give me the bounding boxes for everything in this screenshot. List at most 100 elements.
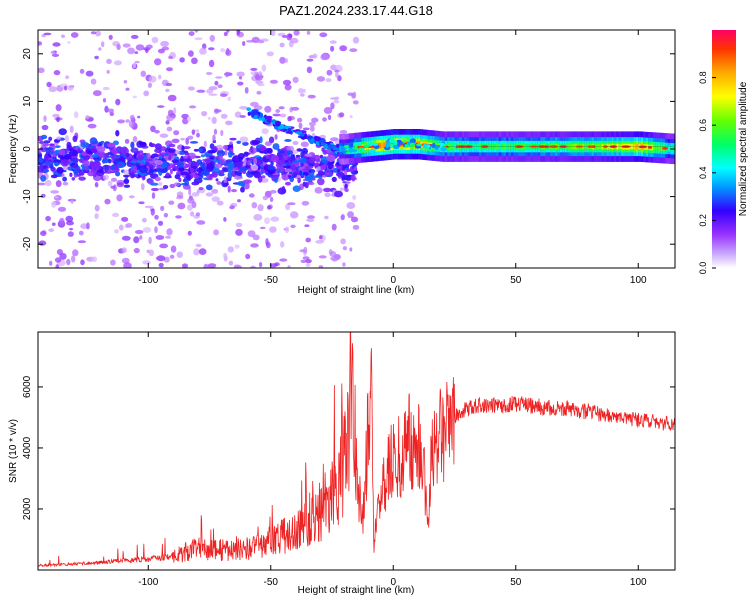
spectrogram-noise-cell [290, 224, 296, 229]
spectrogram-noise-cell [154, 160, 163, 165]
spectrogram-noise-cell [124, 138, 130, 144]
spectrogram-noise-cell [49, 260, 53, 266]
spectrogram-noise-cell [180, 137, 185, 141]
spectrogram-noise-cell [169, 254, 175, 259]
spectrogram-noise-cell [257, 204, 264, 212]
spectrogram-noise-cell [67, 166, 74, 171]
spectrogram-ridge-peak [638, 145, 647, 149]
spectrogram-noise-cell [284, 84, 292, 91]
spectrogram-noise-cell [218, 158, 227, 164]
spectrogram-noise-cell [150, 125, 156, 132]
spectrogram-noise-cell [154, 226, 158, 234]
spectrogram-noise-cell [269, 189, 277, 194]
spectrogram-noise-cell [305, 259, 312, 264]
spectrogram-noise-cell [251, 202, 258, 209]
spectrogram-noise-cell [274, 177, 278, 183]
spectrogram-noise-cell [194, 30, 199, 33]
spectrogram-noise-cell [284, 168, 293, 173]
spectrogram-noise-cell [38, 157, 44, 164]
spectrogram-noise-cell [145, 44, 153, 49]
spectrogram-noise-cell [145, 48, 149, 54]
spectrogram-noise-cell [104, 165, 109, 172]
spectrogram-noise-cell [161, 151, 166, 155]
spectrogram-noise-cell [86, 222, 90, 230]
spectrogram-noise-cell [217, 84, 223, 88]
spectrogram-noise-cell [258, 71, 263, 76]
spectrogram-noise-cell [173, 107, 177, 114]
spectrogram-noise-cell [106, 58, 112, 65]
spectrogram-noise-cell [115, 130, 120, 137]
spectrogram-noise-cell [108, 34, 113, 40]
spectrogram-noise-cell [258, 262, 263, 268]
spectrogram-noise-cell [132, 165, 138, 173]
spectrogram-noise-cell [165, 88, 170, 93]
spectrogram-noise-cell [279, 150, 285, 154]
spectrogram-noise-cell [195, 243, 202, 248]
snr-y-tick-label: 4000 [22, 436, 33, 459]
spectrogram-noise-cell [72, 135, 78, 143]
spectrogram-noise-cell [223, 32, 228, 36]
spectrogram-noise-cell [69, 125, 74, 133]
spectrogram-noise-cell [38, 41, 43, 46]
spectrogram-noise-cell [125, 119, 130, 123]
colorbar-tick-label: 0.2 [698, 214, 708, 227]
spectrogram-noise-cell [163, 256, 170, 263]
spectrogram-noise-cell [250, 101, 259, 107]
spectrogram-noise-cell [300, 151, 304, 159]
spectrogram-noise-cell [298, 88, 304, 94]
spectrogram-noise-cell [201, 111, 208, 117]
spectrogram-noise-cell [300, 162, 304, 167]
spectrogram-noise-cell [62, 176, 67, 182]
spectrogram-noise-cell [131, 148, 138, 152]
spectrogram-noise-cell [45, 179, 52, 187]
spectrogram-noise-cell [324, 215, 329, 220]
spectrogram-noise-cell [140, 70, 147, 78]
spectrogram-noise-cell [55, 264, 60, 268]
spectrogram-noise-cell [165, 120, 170, 125]
spectrogram-ridge-cell [369, 149, 375, 154]
spectrogram-noise-cell [199, 47, 207, 55]
spectrogram-noise-cell [130, 160, 137, 164]
spectrogram-noise-cell [38, 167, 44, 173]
spectrogram-noise-cell [165, 235, 172, 239]
spectrogram-noise-cell [159, 167, 168, 174]
spectrogram-noise-cell [195, 129, 200, 133]
spectrogram-noise-cell [228, 260, 234, 266]
spectrogram-noise-cell [166, 126, 173, 132]
spectrogram-noise-cell [56, 166, 64, 174]
spectrogram-noise-cell [189, 105, 197, 109]
spectrogram-noise-cell [291, 154, 295, 160]
spectrogram-noise-cell [40, 134, 48, 140]
spectrogram-noise-cell [56, 136, 61, 141]
spectrogram-noise-cell [113, 60, 122, 66]
spectrogram-noise-cell [80, 259, 85, 266]
spectrogram-noise-cell [104, 198, 111, 205]
spectrogram-noise-cell [207, 117, 211, 120]
spectrogram-noise-cell [251, 140, 261, 145]
spectrogram-noise-cell [214, 109, 222, 113]
spectrogram-noise-cell [138, 201, 145, 205]
spectrogram-noise-cell [87, 171, 96, 177]
spectrogram-noise-cell [287, 265, 291, 268]
spectrogram-noise-cell [292, 76, 299, 84]
spectrogram-noise-cell [168, 200, 175, 205]
spectrogram-noise-cell [148, 249, 154, 257]
spectrogram-ridge-cell [362, 144, 370, 148]
spectrogram-ridge-cell [381, 142, 385, 149]
spectrogram-noise-cell [298, 157, 307, 164]
spectrogram-ridge-cell [449, 145, 455, 149]
snr-x-tick-label: 50 [510, 577, 522, 588]
spectrogram-ridge-cell [385, 142, 390, 148]
spectrogram-noise-cell [168, 143, 176, 148]
spectrogram-noise-cell [67, 85, 74, 91]
spectrogram-noise-cell [53, 159, 62, 164]
spectrogram-noise-cell [167, 109, 174, 117]
spectrogram-noise-cell [280, 157, 286, 165]
spectrogram-noise-cell [225, 47, 230, 56]
spectrogram-noise-cell [162, 185, 169, 189]
spectrogram-noise-cell [220, 113, 228, 119]
spectrogram-ridge-cell [341, 146, 345, 152]
spectrogram-noise-cell [292, 107, 298, 111]
spectrogram-noise-cell [158, 181, 163, 186]
spectrogram-noise-cell [192, 162, 200, 168]
